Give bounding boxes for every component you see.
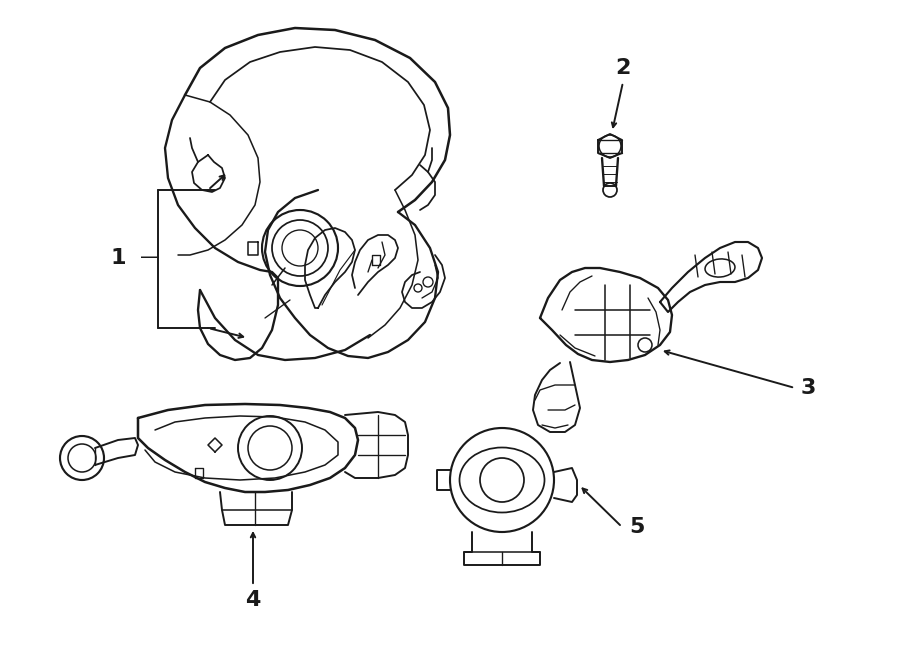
Text: 2: 2: [616, 58, 631, 78]
Text: —: —: [140, 249, 159, 268]
Text: 4: 4: [246, 590, 261, 610]
Text: 1: 1: [110, 248, 126, 268]
Text: 3: 3: [800, 378, 815, 398]
Text: 5: 5: [629, 517, 644, 537]
